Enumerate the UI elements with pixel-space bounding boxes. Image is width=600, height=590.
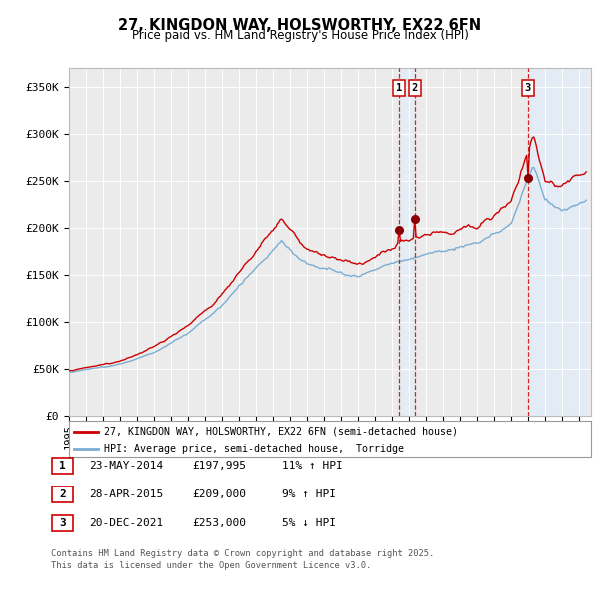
Text: 2: 2 — [59, 490, 66, 499]
Text: 23-MAY-2014: 23-MAY-2014 — [89, 461, 163, 471]
Text: £197,995: £197,995 — [192, 461, 246, 471]
Text: 1: 1 — [395, 83, 402, 93]
Text: 9% ↑ HPI: 9% ↑ HPI — [282, 490, 336, 499]
Text: 1: 1 — [59, 461, 66, 471]
Text: 3: 3 — [59, 518, 66, 527]
Text: 3: 3 — [524, 83, 531, 93]
Text: 5% ↓ HPI: 5% ↓ HPI — [282, 518, 336, 527]
Text: Price paid vs. HM Land Registry's House Price Index (HPI): Price paid vs. HM Land Registry's House … — [131, 30, 469, 42]
Text: £209,000: £209,000 — [192, 490, 246, 499]
FancyBboxPatch shape — [52, 458, 73, 474]
Text: 27, KINGDON WAY, HOLSWORTHY, EX22 6FN: 27, KINGDON WAY, HOLSWORTHY, EX22 6FN — [118, 18, 482, 32]
Text: 20-DEC-2021: 20-DEC-2021 — [89, 518, 163, 527]
FancyBboxPatch shape — [52, 514, 73, 531]
Text: £253,000: £253,000 — [192, 518, 246, 527]
Text: HPI: Average price, semi-detached house,  Torridge: HPI: Average price, semi-detached house,… — [104, 444, 404, 454]
Text: 11% ↑ HPI: 11% ↑ HPI — [282, 461, 343, 471]
Text: Contains HM Land Registry data © Crown copyright and database right 2025.: Contains HM Land Registry data © Crown c… — [51, 549, 434, 558]
Text: This data is licensed under the Open Government Licence v3.0.: This data is licensed under the Open Gov… — [51, 561, 371, 570]
Text: 2: 2 — [412, 83, 418, 93]
Text: 27, KINGDON WAY, HOLSWORTHY, EX22 6FN (semi-detached house): 27, KINGDON WAY, HOLSWORTHY, EX22 6FN (s… — [104, 427, 458, 437]
Text: 28-APR-2015: 28-APR-2015 — [89, 490, 163, 499]
FancyBboxPatch shape — [52, 486, 73, 502]
